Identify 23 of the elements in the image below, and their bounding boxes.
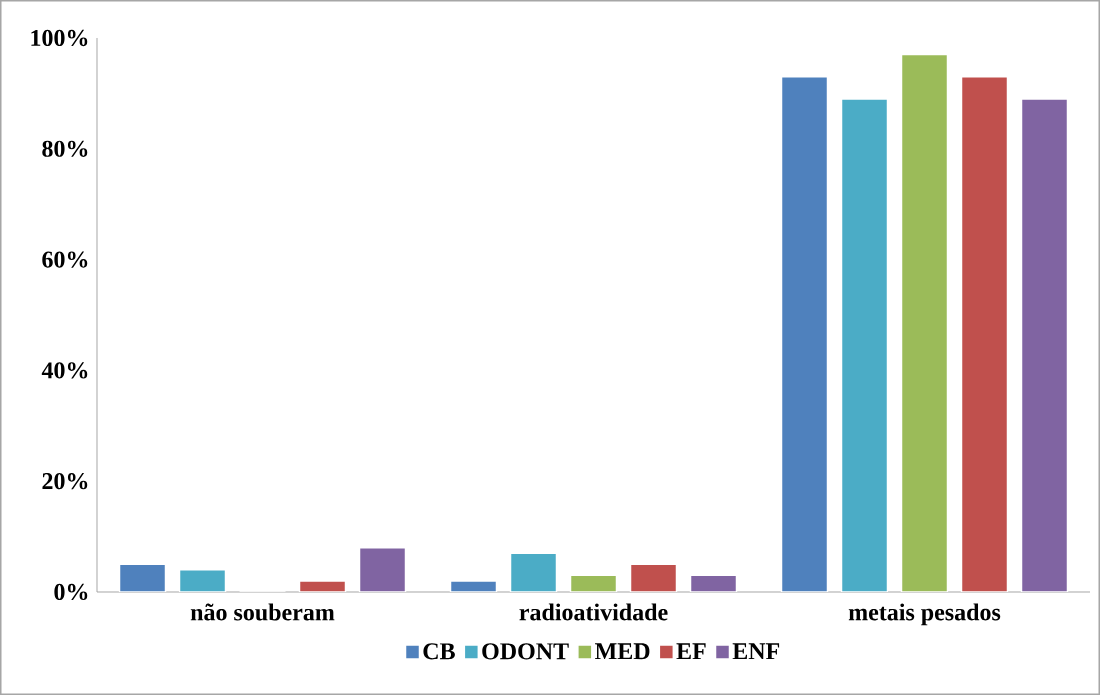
x-tick-label: radioatividade — [519, 603, 668, 621]
bar — [629, 563, 678, 592]
legend-label: MED — [595, 643, 650, 660]
legend-label: ODONT — [482, 643, 569, 660]
bar — [118, 563, 167, 592]
y-tick-label: 60% — [42, 251, 88, 268]
y-tick-label: 80% — [42, 140, 88, 157]
legend-label: EF — [676, 643, 706, 660]
y-tick-label: 20% — [42, 473, 88, 490]
x-tick-label: metais pesados — [848, 603, 1001, 626]
y-tick-label: 100% — [31, 29, 88, 47]
legend-label: CB — [423, 643, 455, 660]
y-tick-label: 40% — [41, 362, 88, 379]
bar — [780, 76, 829, 592]
bar — [509, 552, 558, 592]
legend-label: ENF — [732, 643, 780, 660]
y-tick-label: 0% — [54, 583, 88, 601]
bar — [960, 76, 1009, 592]
x-tick-label: não souberam — [190, 603, 335, 621]
bar — [840, 98, 889, 592]
bar — [358, 546, 407, 592]
bar — [900, 53, 949, 592]
bar — [1020, 98, 1069, 592]
